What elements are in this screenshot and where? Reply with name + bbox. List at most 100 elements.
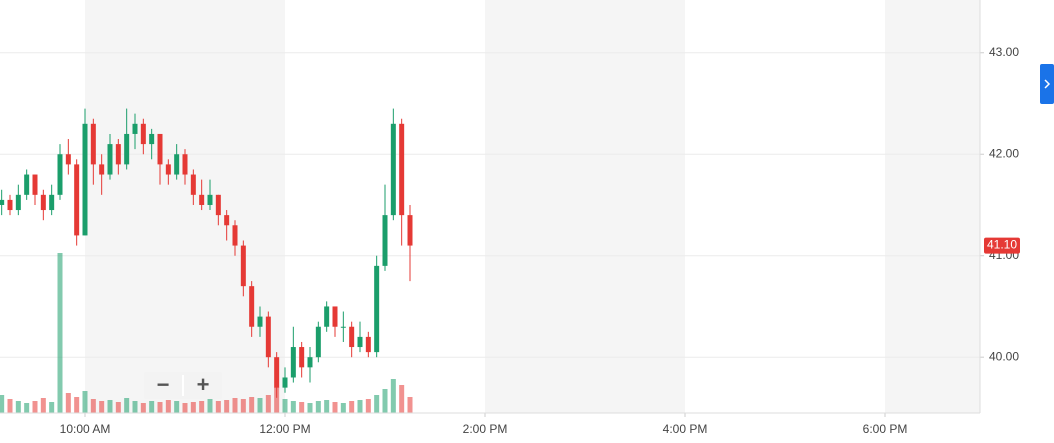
candle-body <box>82 123 88 236</box>
candle-body <box>32 174 38 195</box>
candle-body <box>24 174 30 195</box>
volume-bar <box>107 400 113 413</box>
x-tick-label: 10:00 AM <box>60 422 111 436</box>
volume-bar <box>74 397 80 413</box>
y-tick-label: 40.00 <box>989 349 1019 363</box>
volume-bar <box>249 397 255 413</box>
candle-body <box>274 357 280 388</box>
volume-bar <box>165 400 171 413</box>
y-tick-label: 43.00 <box>989 45 1019 59</box>
candle-body <box>307 357 313 368</box>
volume <box>0 253 413 413</box>
volume-bar <box>340 403 346 413</box>
candle-body <box>390 123 396 216</box>
candle-body <box>290 347 296 378</box>
volume-bar <box>274 387 280 413</box>
volume-bar <box>282 399 288 413</box>
candle-body <box>90 123 96 165</box>
candle-body <box>224 215 230 226</box>
candle-body <box>340 326 346 328</box>
volume-bar <box>32 401 38 413</box>
candle-body <box>65 154 71 165</box>
background <box>85 0 980 413</box>
volume-bar <box>224 400 230 413</box>
volume-bar <box>40 398 46 413</box>
last-price-label: 41.10 <box>987 238 1017 252</box>
candle-body <box>349 326 355 348</box>
volume-bar <box>207 399 213 413</box>
volume-bar <box>115 402 121 413</box>
volume-bar <box>90 399 96 413</box>
last-price-box <box>984 237 1020 254</box>
volume-bar <box>399 385 405 413</box>
volume-bar <box>7 399 13 413</box>
volume-bar <box>374 395 380 413</box>
zoom-out-button[interactable]: − <box>157 372 170 397</box>
candle-body <box>190 174 196 195</box>
candle-body <box>299 347 305 368</box>
candle-body <box>124 133 130 165</box>
volume-bar <box>407 397 413 413</box>
volume-bar <box>324 400 330 413</box>
volume-bar <box>265 395 271 413</box>
y-tick-label: 42.00 <box>989 146 1019 160</box>
volume-bar <box>0 395 5 413</box>
time-band <box>85 0 285 413</box>
candle-body <box>49 194 55 211</box>
volume-bar <box>290 401 296 413</box>
candle-body <box>374 265 380 353</box>
candles <box>0 108 413 398</box>
volume-bar <box>382 389 388 413</box>
zoom-in-button[interactable]: + <box>197 372 210 397</box>
candle-body <box>157 133 163 165</box>
volume-bar <box>357 400 363 413</box>
time-band <box>885 0 980 413</box>
side-panel-tab[interactable] <box>1040 64 1054 104</box>
candle-body <box>382 215 388 266</box>
volume-bar <box>240 399 246 413</box>
x-tick-label: 2:00 PM <box>463 422 508 436</box>
volume-bar <box>199 401 205 413</box>
candle-body <box>199 194 205 205</box>
candle-body <box>365 336 371 353</box>
volume-bar <box>257 398 263 413</box>
candle-body <box>140 123 146 145</box>
volume-bar <box>332 402 338 413</box>
candle-body <box>407 215 413 246</box>
volume-bar <box>157 402 163 413</box>
candle-body <box>207 194 213 205</box>
volume-bar <box>190 402 196 413</box>
volume-bar <box>124 398 130 413</box>
chevron-icon <box>1044 79 1051 89</box>
volume-bar <box>232 398 238 413</box>
volume-bar <box>174 401 180 413</box>
volume-bar <box>99 401 105 413</box>
x-tick-label: 6:00 PM <box>863 422 908 436</box>
candle-body <box>182 154 188 175</box>
volume-bar <box>24 403 30 413</box>
candle-body <box>74 164 80 236</box>
candle-body <box>107 144 113 175</box>
volume-bar <box>315 401 321 413</box>
volume-bar <box>82 391 88 413</box>
candle-body <box>7 199 13 211</box>
tab[interactable] <box>1040 64 1054 104</box>
candle-body <box>149 133 155 145</box>
volume-bar <box>365 399 371 413</box>
volume-bar <box>149 401 155 413</box>
volume-bar <box>140 403 146 413</box>
volume-bar <box>57 253 63 413</box>
candle-body <box>232 225 238 246</box>
volume-bar <box>15 401 21 413</box>
candle-body <box>249 286 255 327</box>
candle-body <box>174 154 180 175</box>
candle-body <box>265 316 271 358</box>
candle-body <box>0 199 5 205</box>
time-band <box>485 0 685 413</box>
volume-bar <box>307 403 313 413</box>
candle-body <box>357 336 363 348</box>
x-tick-label: 12:00 PM <box>259 422 310 436</box>
candle-body <box>57 154 63 195</box>
zoom-controls: − + <box>144 372 222 399</box>
